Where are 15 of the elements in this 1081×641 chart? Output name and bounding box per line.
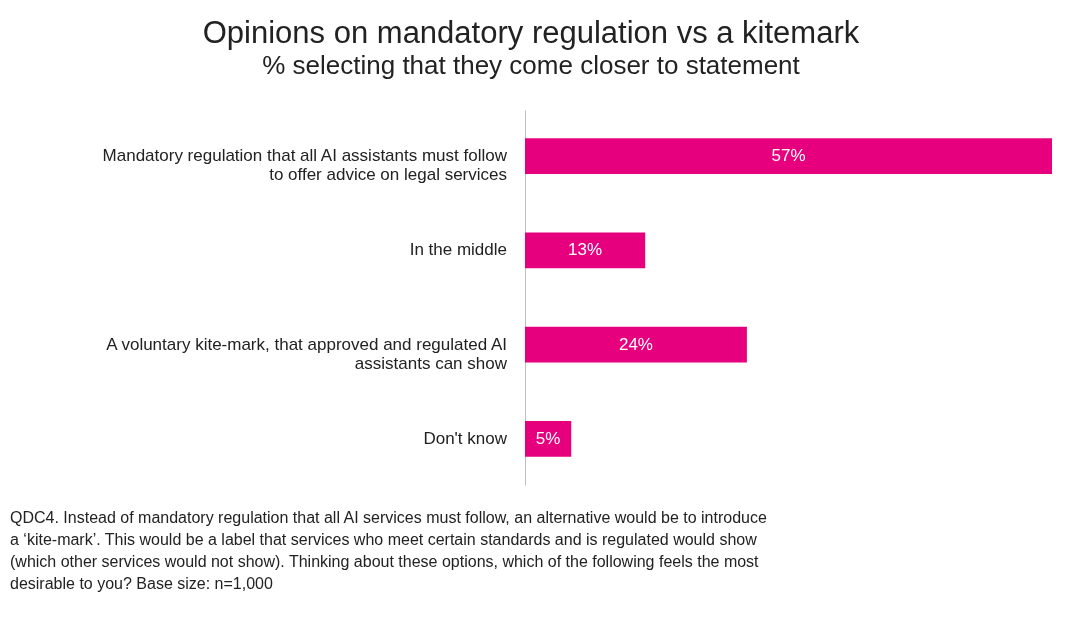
bar [525,326,747,363]
y-tick-label: Mandatory regulation that all AI assistants must follow to offer advice on legal services [102,146,508,185]
bar [525,138,1052,175]
chart-title: Opinions on mandatory regulation vs a kitemark [202,15,860,50]
data-label: 5% [535,428,561,448]
chart-subtitle: % selecting that they come closer to statement [262,50,801,80]
text: QDC4. Instead of mandatory regulation that all AI services must follow, an alternative would be to introduce a ‘kite-mark’. This would be a label that services who meet certain standards and is regulated would show (which other services would not show). Thinking about these options, which of the following feels the most desirable to you? Base size: n=1,000 [10,509,767,592]
y-tick-label: A voluntary kite-mark, that approved and regulated AI assistants can show [106,334,508,373]
bar [525,420,572,457]
data-label: 13% [568,240,603,260]
data-label: 24% [618,334,653,354]
data-label: 57% [771,146,806,166]
y-tick-label: Don't know [423,428,508,448]
y-tick-label: In the middle [409,240,507,260]
bar [525,232,646,269]
